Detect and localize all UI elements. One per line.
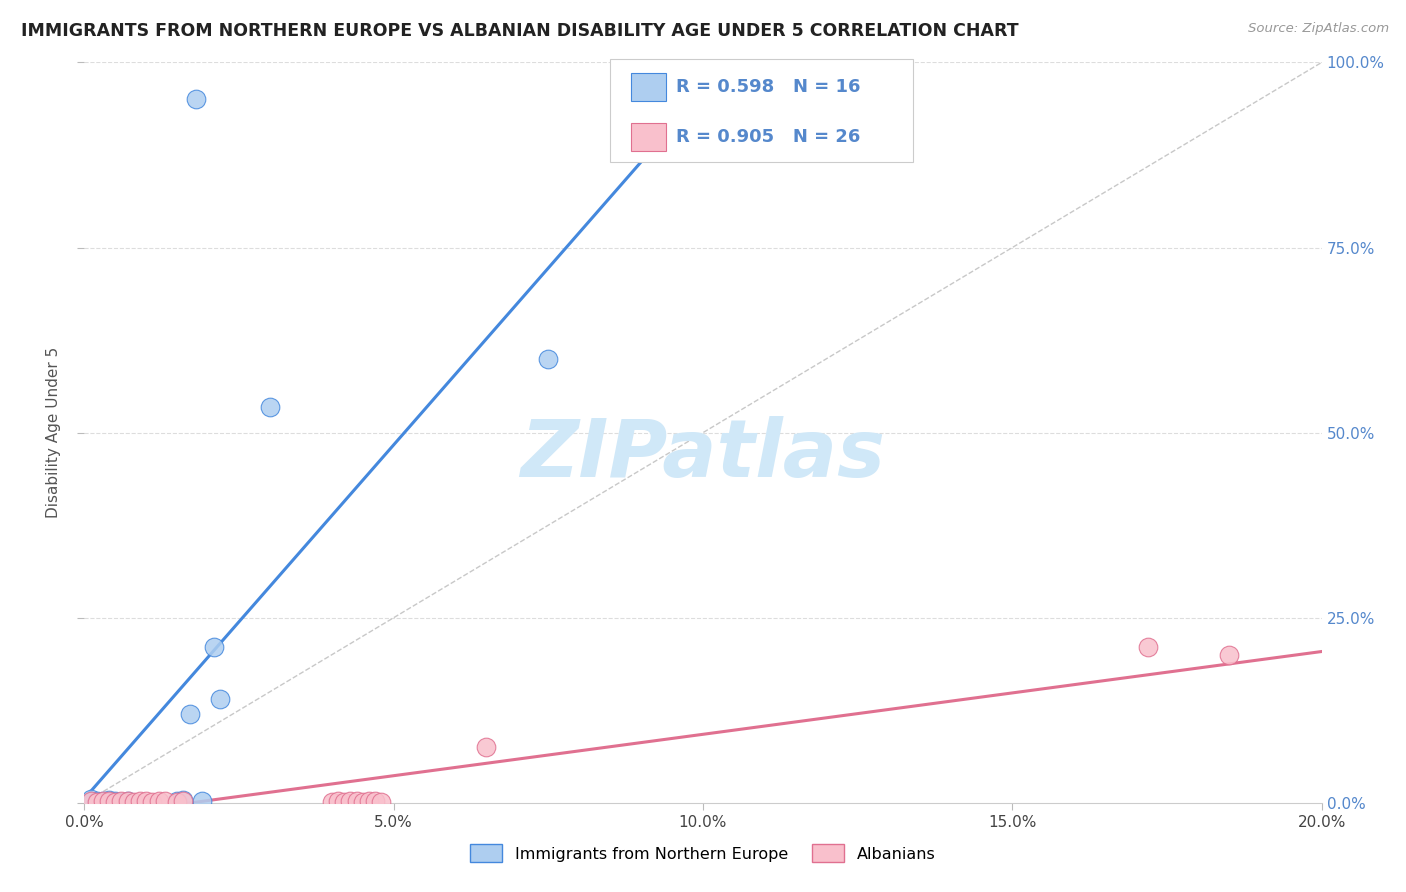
Point — [135, 794, 157, 808]
Point — [537, 351, 560, 366]
Point — [117, 794, 139, 808]
Point — [209, 692, 232, 706]
Point — [79, 792, 101, 806]
Point — [339, 794, 361, 808]
Point — [172, 794, 194, 808]
Y-axis label: Disability Age Under 5: Disability Age Under 5 — [46, 347, 62, 518]
Point — [110, 794, 132, 808]
Bar — [631, 123, 666, 152]
Point — [104, 795, 127, 809]
Point — [321, 795, 343, 809]
Point — [98, 794, 121, 808]
Bar — [631, 73, 666, 101]
Point — [357, 794, 380, 808]
Point — [98, 793, 121, 807]
Point — [153, 794, 176, 808]
Point — [79, 794, 101, 808]
Point — [191, 794, 214, 808]
Point — [104, 794, 127, 808]
Point — [166, 795, 188, 809]
Point — [148, 794, 170, 808]
Text: ZIPatlas: ZIPatlas — [520, 416, 886, 494]
Point — [259, 400, 281, 414]
Point — [166, 794, 188, 808]
Point — [179, 706, 201, 721]
Point — [122, 795, 145, 809]
Legend: Immigrants from Northern Europe, Albanians: Immigrants from Northern Europe, Albania… — [464, 838, 942, 869]
Point — [475, 740, 498, 755]
Point — [352, 795, 374, 809]
Point — [141, 795, 163, 809]
Point — [110, 795, 132, 809]
Point — [91, 794, 114, 808]
Point — [91, 794, 114, 808]
Point — [364, 794, 387, 808]
Point — [172, 793, 194, 807]
Point — [346, 794, 368, 808]
Text: IMMIGRANTS FROM NORTHERN EUROPE VS ALBANIAN DISABILITY AGE UNDER 5 CORRELATION C: IMMIGRANTS FROM NORTHERN EUROPE VS ALBAN… — [21, 22, 1019, 40]
Text: Source: ZipAtlas.com: Source: ZipAtlas.com — [1249, 22, 1389, 36]
Text: R = 0.598   N = 16: R = 0.598 N = 16 — [676, 78, 860, 95]
Point — [333, 795, 356, 809]
Point — [129, 794, 152, 808]
Point — [86, 794, 108, 808]
Point — [1218, 648, 1240, 662]
Point — [117, 794, 139, 808]
Text: R = 0.905   N = 26: R = 0.905 N = 26 — [676, 128, 860, 146]
Point — [1137, 640, 1160, 655]
Point — [202, 640, 225, 655]
Point — [326, 794, 349, 808]
Point — [370, 795, 392, 809]
Point — [86, 795, 108, 809]
FancyBboxPatch shape — [610, 59, 914, 162]
Point — [184, 92, 207, 106]
